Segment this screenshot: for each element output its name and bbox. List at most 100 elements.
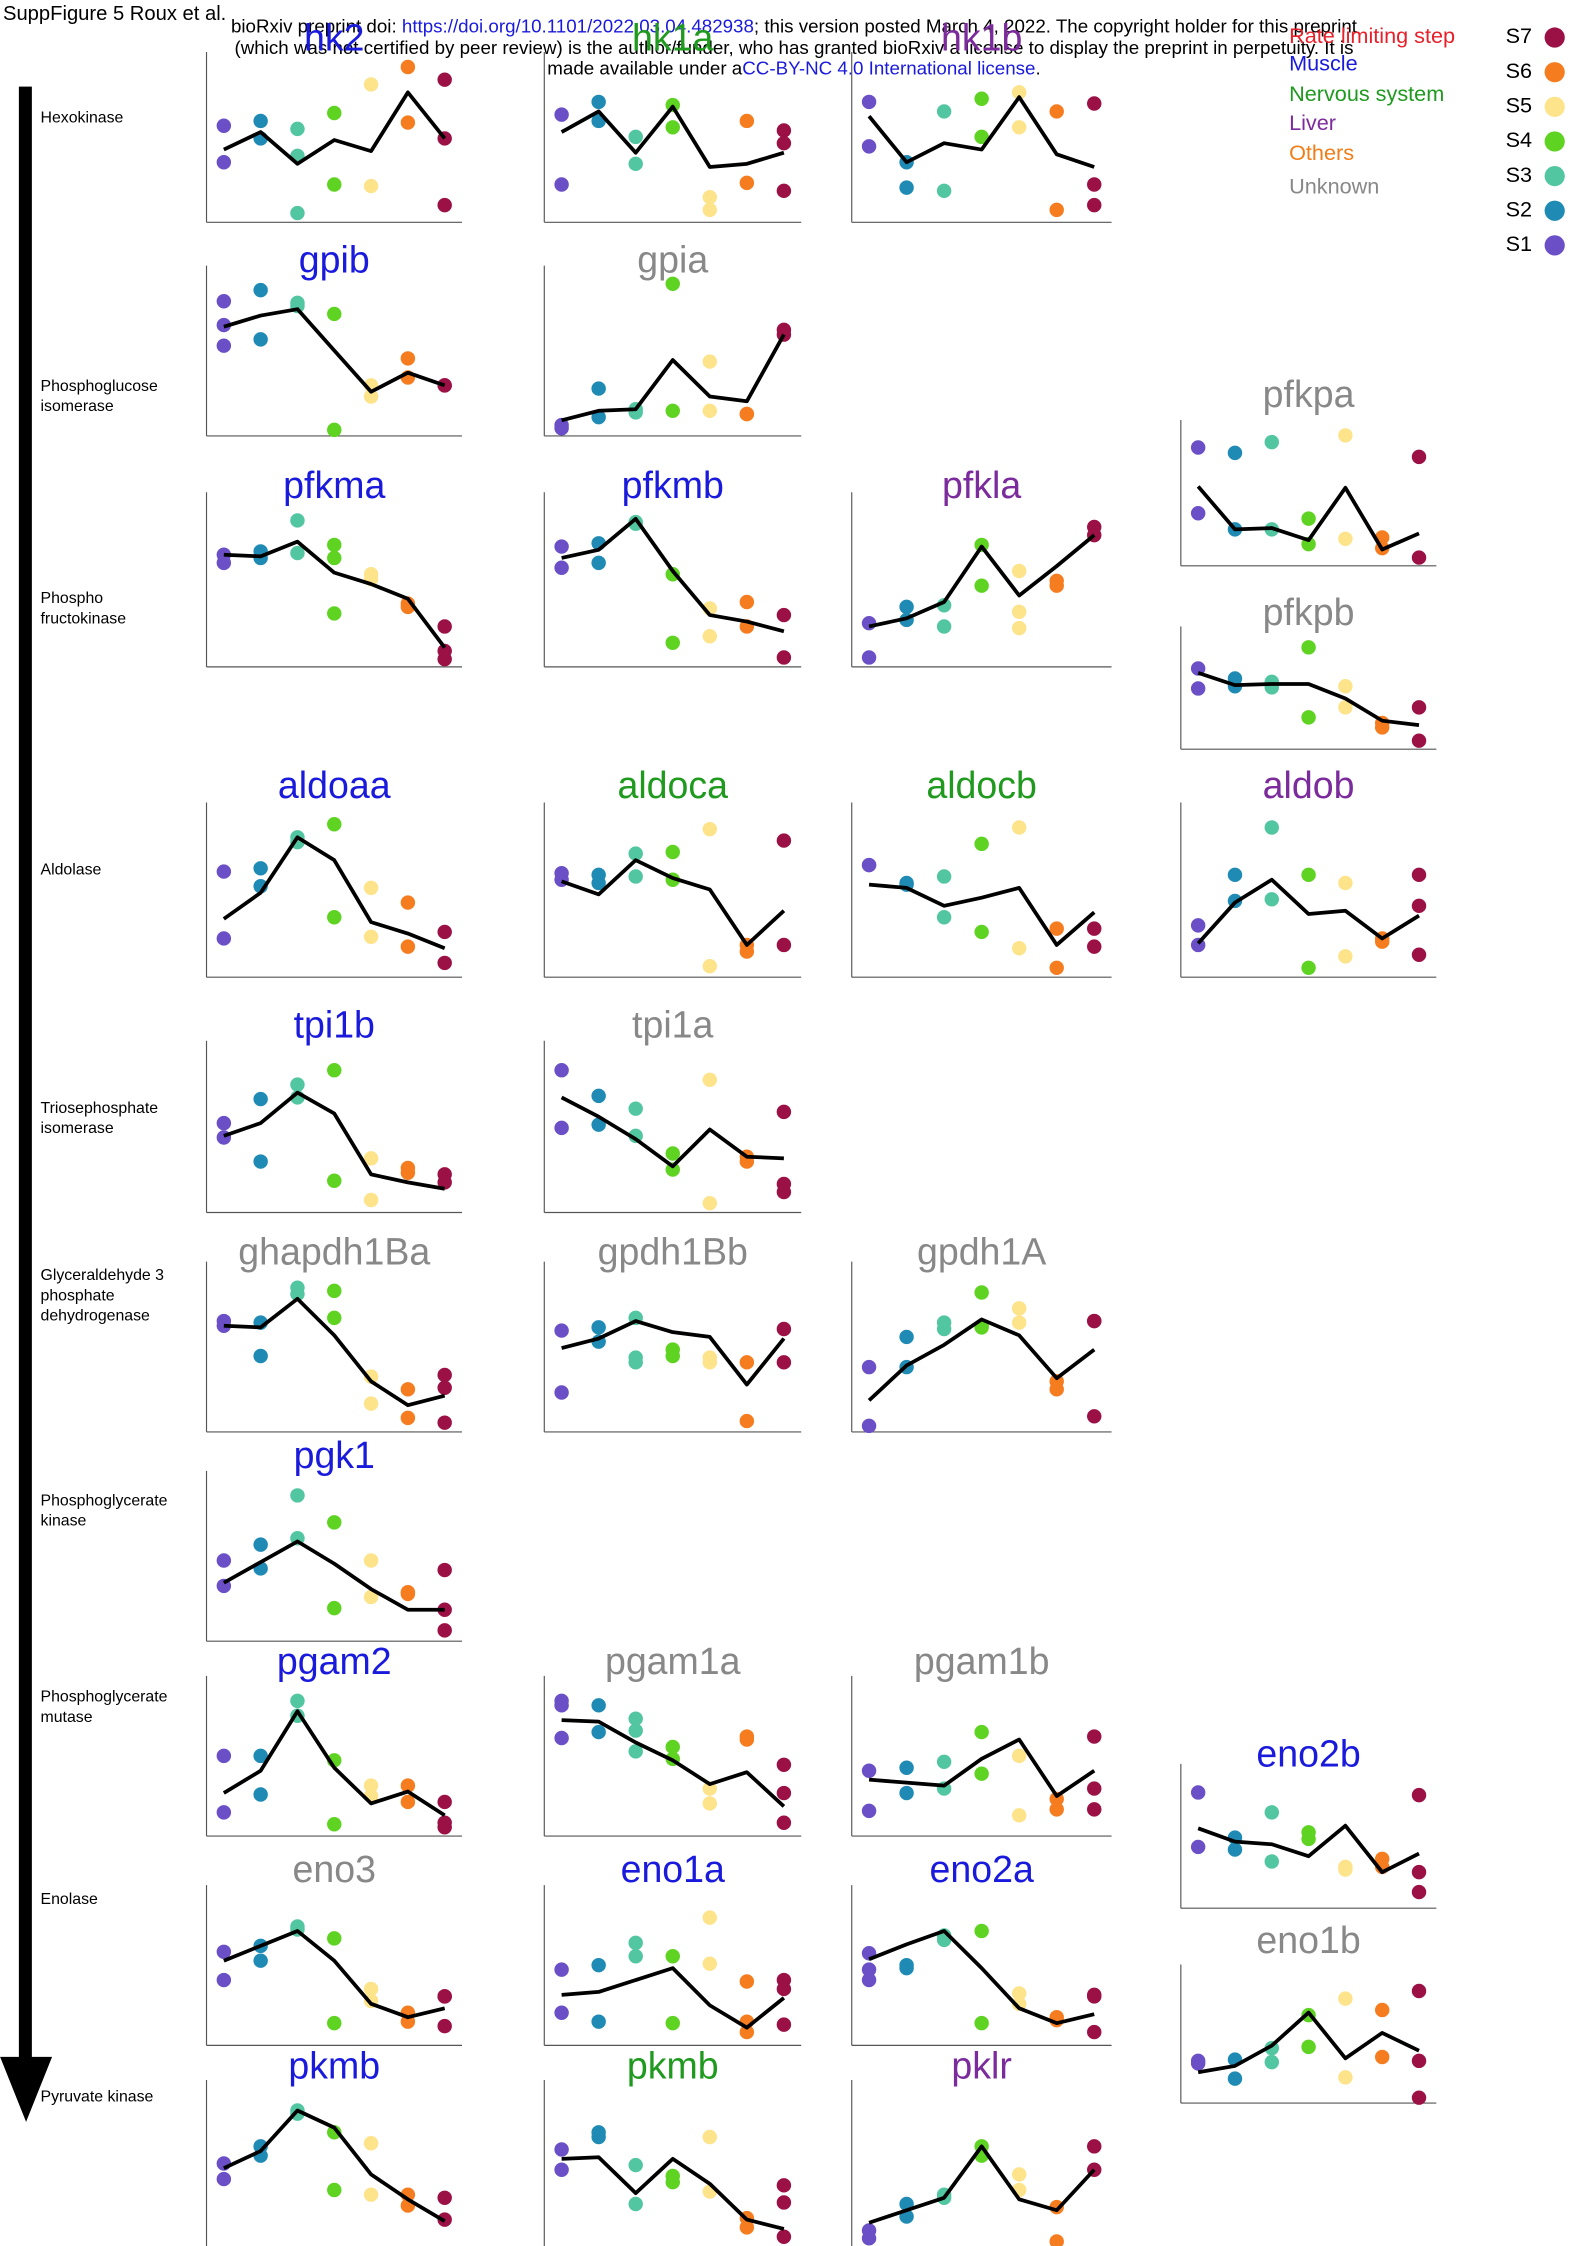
point bbox=[665, 635, 680, 650]
point bbox=[554, 417, 569, 433]
preprint-line: (which was not certified by peer review)… bbox=[235, 37, 1354, 58]
point bbox=[327, 306, 342, 322]
panel: gpib bbox=[205, 239, 463, 438]
point bbox=[400, 1794, 416, 1810]
point bbox=[253, 113, 268, 129]
panel-title: gpdh1Bb bbox=[598, 1230, 748, 1272]
point bbox=[327, 422, 342, 438]
point bbox=[290, 205, 305, 221]
point bbox=[628, 1711, 643, 1726]
point bbox=[628, 869, 643, 884]
point bbox=[1338, 531, 1353, 546]
point bbox=[1227, 445, 1243, 461]
point bbox=[554, 1323, 569, 1338]
point bbox=[1411, 867, 1427, 883]
point bbox=[591, 867, 606, 883]
point bbox=[665, 1949, 680, 1964]
point bbox=[253, 1748, 268, 1764]
panel-title: pgam1a bbox=[605, 1640, 741, 1682]
point bbox=[861, 94, 877, 110]
point bbox=[1049, 1382, 1064, 1397]
point bbox=[665, 403, 680, 419]
point bbox=[437, 619, 452, 634]
point bbox=[1087, 197, 1102, 213]
point bbox=[216, 338, 232, 353]
point bbox=[628, 1723, 643, 1738]
point bbox=[739, 2220, 755, 2235]
point bbox=[739, 1355, 755, 1370]
preprint-text: ; this version posted March 4, 2022. The… bbox=[754, 15, 1358, 36]
mean-line bbox=[222, 835, 446, 950]
doi-link[interactable]: https://doi.org/10.1101/2022.03.04.48293… bbox=[402, 15, 754, 36]
point bbox=[1011, 2167, 1027, 2182]
point bbox=[936, 104, 952, 119]
legend-stage-swatch bbox=[1544, 165, 1565, 187]
point bbox=[327, 550, 342, 566]
point bbox=[1190, 661, 1206, 676]
point bbox=[702, 958, 718, 974]
point bbox=[363, 1589, 379, 1605]
point bbox=[776, 607, 792, 623]
preprint-line: bioRxiv preprint doi: https://doi.org/10… bbox=[231, 15, 1358, 36]
point bbox=[591, 2014, 606, 2029]
point bbox=[290, 1693, 305, 1709]
panel: pgk1 bbox=[205, 1434, 463, 1642]
panel-title: gpib bbox=[299, 239, 370, 281]
point bbox=[1338, 679, 1353, 694]
point bbox=[702, 1350, 718, 1365]
point bbox=[1190, 1785, 1206, 1800]
point bbox=[702, 2129, 718, 2145]
point bbox=[1011, 604, 1027, 620]
legend-stage-swatch bbox=[1544, 131, 1565, 152]
point bbox=[702, 821, 718, 837]
pathway-step-label: mutase bbox=[41, 1709, 93, 1726]
point bbox=[1087, 1729, 1102, 1744]
point bbox=[1301, 1825, 1316, 1840]
license-link[interactable]: CC-BY-NC 4.0 International license bbox=[742, 57, 1035, 78]
point bbox=[974, 1766, 989, 1781]
point bbox=[591, 2129, 606, 2145]
point bbox=[776, 1321, 792, 1337]
panel-title: hk1b bbox=[941, 16, 1022, 58]
legend-stage-label: S6 bbox=[1506, 58, 1532, 83]
panel-title: pfkmb bbox=[622, 464, 724, 506]
point bbox=[216, 1115, 232, 1131]
mean-line bbox=[1197, 671, 1420, 728]
point bbox=[974, 924, 989, 940]
point bbox=[554, 539, 569, 554]
pathway-step-label: phosphate bbox=[41, 1287, 115, 1304]
point bbox=[1411, 1884, 1427, 1900]
point bbox=[776, 937, 792, 953]
panel: tpi1b bbox=[205, 1004, 463, 1214]
point bbox=[216, 2171, 232, 2187]
point bbox=[253, 2139, 268, 2154]
point bbox=[591, 1698, 606, 1713]
point bbox=[628, 1355, 643, 1370]
panel-title: pkmb bbox=[627, 2044, 719, 2086]
preprint-text: made available under a bbox=[547, 57, 742, 78]
panel: eno2b bbox=[1180, 1733, 1437, 1909]
legend-category: Rate limiting step bbox=[1289, 23, 1455, 48]
point bbox=[899, 1329, 914, 1345]
panel: pfkma bbox=[205, 464, 463, 668]
point bbox=[861, 1359, 877, 1375]
legend-stage-label: S3 bbox=[1506, 162, 1532, 187]
point bbox=[363, 1778, 379, 1793]
point bbox=[628, 846, 643, 861]
point bbox=[216, 1972, 232, 1988]
point bbox=[554, 2005, 569, 2020]
mean-line bbox=[561, 1966, 786, 2030]
point bbox=[974, 836, 989, 852]
panel: eno2a bbox=[851, 1848, 1112, 2046]
point bbox=[776, 650, 792, 665]
point bbox=[1301, 960, 1316, 976]
point bbox=[776, 183, 792, 199]
point bbox=[1087, 1313, 1102, 1329]
legend-stage-label: S5 bbox=[1506, 93, 1532, 118]
point bbox=[1011, 1301, 1027, 1316]
point bbox=[554, 1120, 569, 1136]
panel-title: pklr bbox=[951, 2044, 1011, 2086]
point bbox=[554, 177, 569, 192]
point bbox=[1011, 1996, 1027, 2012]
legend-category: Others bbox=[1289, 140, 1354, 165]
